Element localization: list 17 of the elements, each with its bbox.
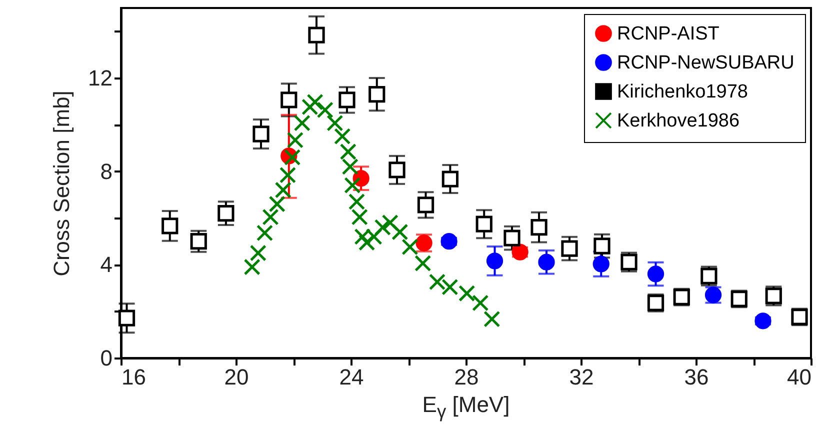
legend-label: Kirichenko1978 <box>617 82 748 102</box>
y-tick-label: 0 <box>100 346 112 370</box>
y-tick-label: 4 <box>100 252 112 278</box>
x-tick-label: 36 <box>684 364 709 390</box>
x-tick-label: 28 <box>454 364 479 390</box>
x-tick-label: 20 <box>224 364 249 390</box>
x-tick-label: 24 <box>339 364 364 390</box>
legend-label: Kerkhove1986 <box>617 110 740 132</box>
y-tick-label: 8 <box>100 158 112 184</box>
y-tick-label: 12 <box>88 66 112 90</box>
x-tick-label: 40 <box>787 364 812 390</box>
x-tick-label: 32 <box>569 364 594 390</box>
y-axis-title: Cross Section [mb] <box>49 90 74 276</box>
legend-label: RCNP-NewSUBARU <box>617 52 794 74</box>
legend-label: RCNP-AIST <box>617 24 720 44</box>
x-tick-label: 16 <box>122 364 146 390</box>
x-axis-title: E$_{γ}$ [MeV] <box>421 392 511 422</box>
